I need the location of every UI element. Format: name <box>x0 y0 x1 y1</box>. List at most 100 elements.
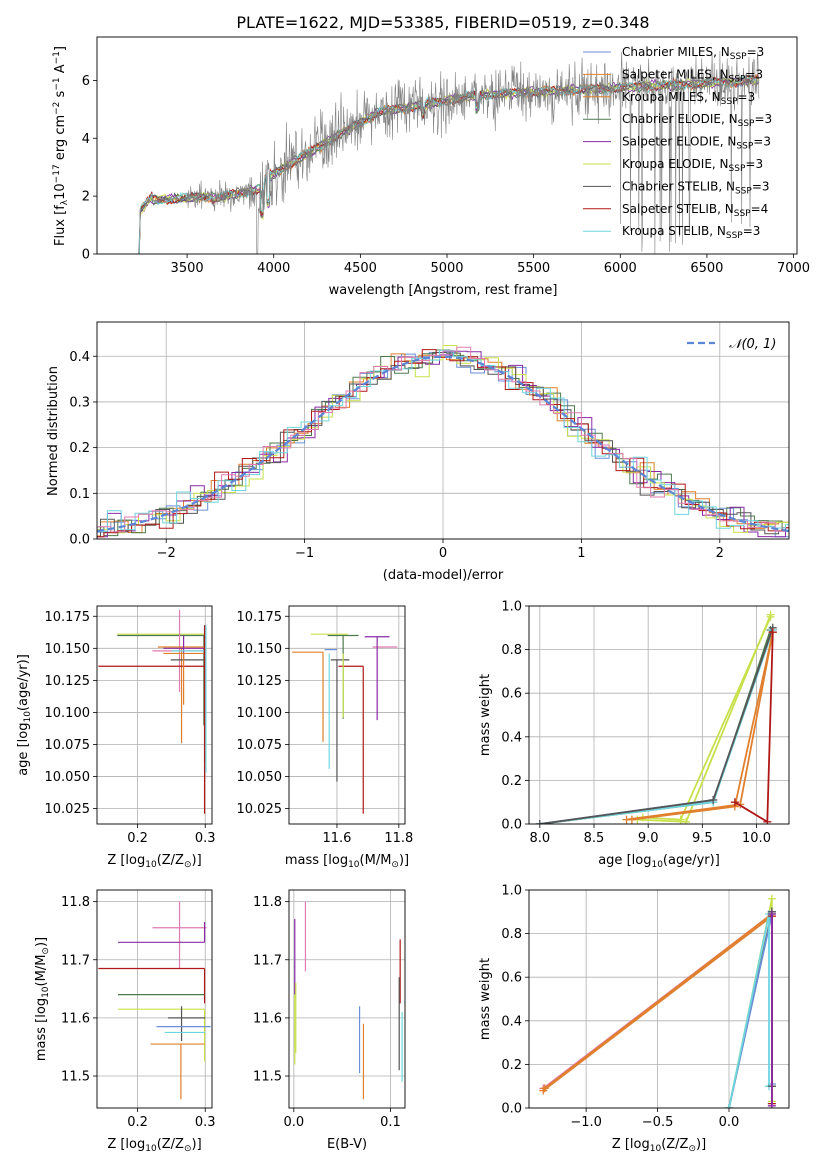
legend-label-part: =3 <box>745 157 763 171</box>
x-tick-label: 6000 <box>604 261 637 276</box>
x-tick-label: −2 <box>157 546 176 561</box>
legend-label-part: SSP <box>721 97 738 107</box>
y-axis-label-part: mass [log <box>34 998 49 1061</box>
x-tick-label: 7000 <box>777 261 810 276</box>
weight-marker <box>767 909 776 918</box>
legend-label: Salpeter MILES, NSSP=3 <box>622 67 763 84</box>
y-tick-label: 0.6 <box>501 971 522 986</box>
legend-label-part: =3 <box>743 224 761 238</box>
x-axis-label-part: (Z/Z <box>661 1137 688 1152</box>
y-tick-label: 10.025 <box>45 802 91 817</box>
y-tick-label: 0.2 <box>501 774 522 789</box>
x-tick-label: 5000 <box>430 261 463 276</box>
y-tick-label: 1.0 <box>501 600 522 615</box>
legend-label-part: Salpeter ELODIE, N <box>622 135 736 149</box>
residual-histogram <box>97 349 789 538</box>
legend-label: Salpeter ELODIE, NSSP=3 <box>622 135 771 152</box>
y-tick-label: 4 <box>82 132 90 147</box>
legend-label-part: Chabrier ELODIE, N <box>622 112 738 126</box>
x-tick-label: 4500 <box>344 261 377 276</box>
x-tick-label: 0.2 <box>127 831 148 846</box>
legend-label-part: Chabrier STELIB, N <box>622 179 735 193</box>
weight-line <box>544 913 773 1090</box>
x-tick-label: 8.5 <box>584 831 605 846</box>
legend-label-part: =3 <box>745 67 763 81</box>
axes-frame <box>528 889 790 1109</box>
y-tick-label: 10.125 <box>45 674 91 689</box>
x-axis-label: mass [log10(M/M⊙)] <box>285 853 409 870</box>
residual-histograms <box>97 345 789 538</box>
y-axis-label-part: ] <box>53 46 68 51</box>
y-axis-label-part: 10 <box>53 183 68 200</box>
y-tick-label: 10.150 <box>237 642 283 657</box>
axes-frame <box>96 889 213 1109</box>
legend-label-part: Kroupa ELODIE, N <box>622 157 729 171</box>
legend-label-part: SSP <box>726 231 743 241</box>
weight-marker <box>627 815 636 824</box>
axes-frame <box>96 36 798 255</box>
axes-frame <box>96 605 213 825</box>
y-axis-label-part: −17 <box>52 164 62 183</box>
y-tick-label: 10.175 <box>237 610 283 625</box>
y-axis-label-part: erg cm <box>53 115 68 164</box>
x-axis-label-part: age [log <box>598 853 651 868</box>
x-tick-label: 0.0 <box>283 1115 304 1130</box>
legend-label-part: Chabrier MILES, N <box>622 45 730 59</box>
y-axis-label-part: −1 <box>52 51 62 64</box>
legend-label-part: SSP <box>736 142 753 152</box>
y-tick-label: 11.6 <box>253 1011 282 1026</box>
x-tick-label: 6500 <box>690 261 723 276</box>
errorbar-points <box>98 609 207 814</box>
weight-marker <box>540 1084 549 1093</box>
x-tick-label: 1 <box>577 546 585 561</box>
spectrum-panel: 3500 4000 4500 5000 5500 6000 6500 7000 0 2 4 6 Chab… <box>52 36 810 298</box>
y-tick-label: 10.050 <box>237 770 283 785</box>
x-axis-label: Z [log10(Z/Z⊙)] <box>107 853 201 870</box>
x-tick-label: −1 <box>295 546 314 561</box>
y-axis-label-part: age [log <box>16 723 31 776</box>
y-tick-label: 10.125 <box>237 674 283 689</box>
x-tick-label: 9.0 <box>638 831 659 846</box>
y-tick-label: 0.0 <box>501 1102 522 1117</box>
weight-marker <box>682 817 691 824</box>
y-tick-label: 6 <box>82 74 90 89</box>
y-tick-label: 10.050 <box>45 770 91 785</box>
x-axis-label-part: 10 <box>145 860 157 870</box>
x-axis-label-part: Z [log <box>107 1137 145 1152</box>
age_vs_mass-panel: 11.6 11.8 10.025 10.050 10.075 10.100 10.125 10… <box>237 605 413 870</box>
observed-spectrum <box>138 51 760 254</box>
legend-label: Kroupa STELIB, NSSP=3 <box>622 224 760 241</box>
y-tick-label: 0.3 <box>69 395 90 410</box>
massweight_vs_age-panel: 8.0 8.5 9.0 9.5 10.0 0.0 0.2 0.4 0.6 0.8 1.0 age [l… <box>478 600 790 870</box>
legend-label-part: =4 <box>751 202 769 216</box>
y-axis-label: mass weight <box>478 958 493 1040</box>
x-axis-label: Z [log10(Z/Z⊙)] <box>107 1137 201 1154</box>
massweight_vs_Z-panel: −1.0 −0.5 0.0 0.0 0.2 0.4 0.6 0.8 1.0 Z [log10(Z/… <box>478 884 790 1154</box>
legend-label-part: =3 <box>754 112 772 126</box>
y-tick-label: 11.5 <box>61 1070 90 1085</box>
weight-marker <box>768 628 777 637</box>
x-axis-label-part: ⊙ <box>184 1144 192 1154</box>
figure-title: PLATE=1622, MJD=53385, FIBERID=0519, z=0… <box>236 13 649 32</box>
x-tick-label: 5500 <box>517 261 550 276</box>
x-tick-label: 0.2 <box>127 1115 148 1130</box>
x-tick-label: 0.3 <box>195 1115 216 1130</box>
mass_vs_Z-panel: 0.2 0.311.511.611.711.8Z [log10(Z/Z⊙)]mas… <box>34 889 216 1154</box>
legend-label-part: SSP <box>735 186 752 196</box>
legend-label: Kroupa MILES, NSSP=3 <box>622 90 755 107</box>
legend-label: Chabrier ELODIE, NSSP=3 <box>622 112 772 129</box>
legend-label: Chabrier MILES, NSSP=3 <box>622 45 764 62</box>
x-axis-label-part: ⊙ <box>688 1144 696 1154</box>
legend-label: Salpeter STELIB, NSSP=4 <box>622 202 768 219</box>
y-tick-label: 0.4 <box>69 350 90 365</box>
legend-label-part: SSP <box>730 52 747 62</box>
legend-label-part: =3 <box>747 45 765 59</box>
x-tick-label: 3500 <box>171 261 204 276</box>
age_vs_Z-panel: 0.2 0.3 10.025 10.050 10.075 10.100 10.125 10.1… <box>16 605 216 870</box>
y-axis-label: age [log10(age/yr)] <box>16 654 33 776</box>
y-tick-label: 2 <box>82 190 90 205</box>
legend-label-part: Salpeter STELIB, N <box>622 202 734 216</box>
legend-label-part: SSP <box>734 209 751 219</box>
x-axis-label-part: mass [log <box>285 853 348 868</box>
y-tick-label: 10.175 <box>45 610 91 625</box>
